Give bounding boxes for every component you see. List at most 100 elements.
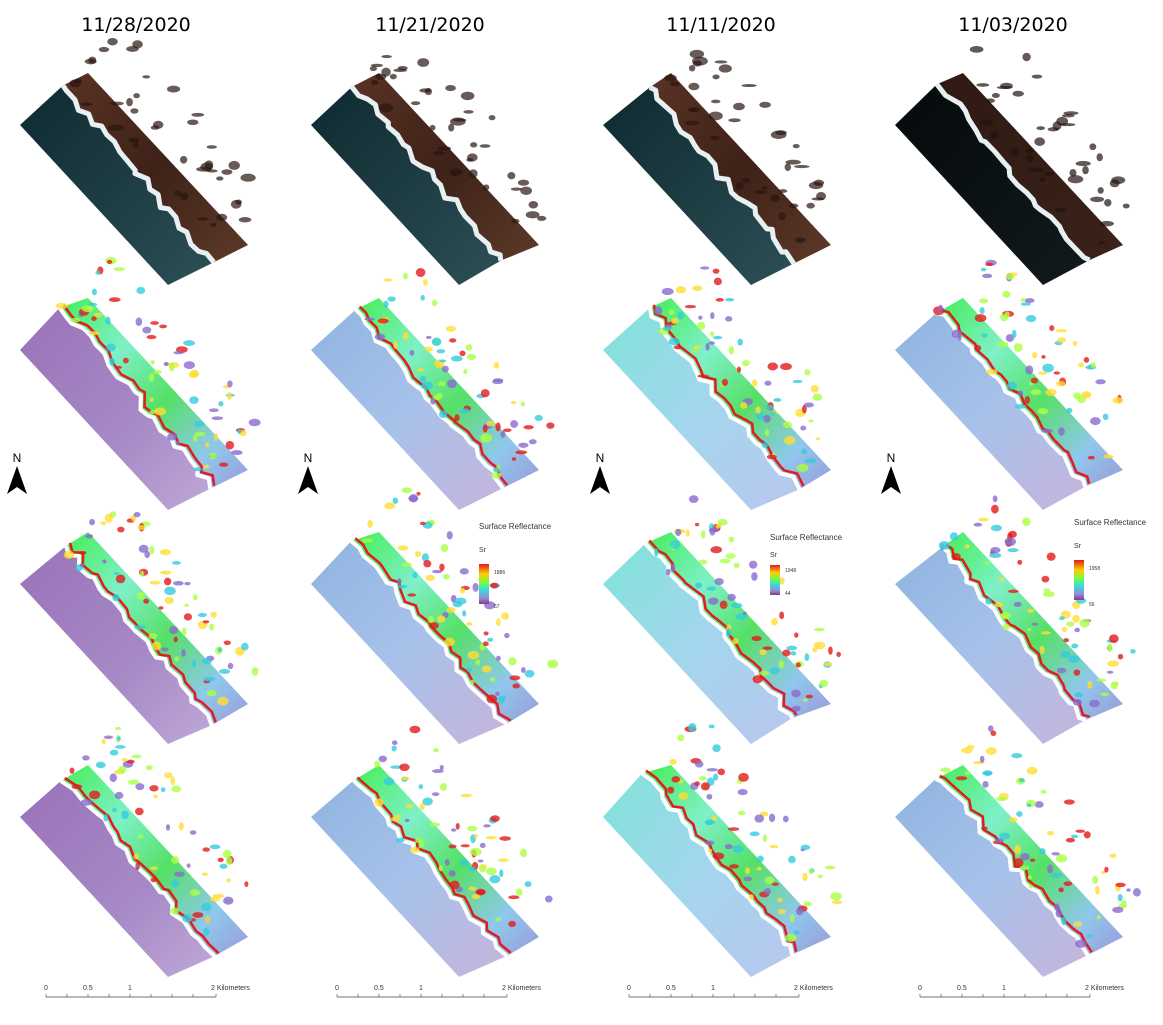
terrain-texture	[103, 735, 114, 739]
terrain-texture	[748, 560, 758, 569]
terrain-texture	[143, 598, 150, 604]
terrain-texture	[154, 407, 166, 416]
terrain-texture	[1103, 454, 1114, 459]
terrain-texture	[203, 927, 210, 936]
terrain-texture	[485, 836, 497, 840]
terrain-texture	[201, 872, 209, 876]
terrain-texture	[955, 776, 968, 781]
terrain-texture	[425, 335, 432, 339]
legend-color-ramp	[770, 565, 780, 595]
terrain-texture	[439, 359, 447, 363]
terrain-texture	[989, 552, 1002, 559]
terrain-shadow	[728, 118, 741, 123]
terrain-texture	[164, 586, 176, 596]
terrain-texture	[1002, 623, 1011, 631]
terrain-texture	[706, 586, 717, 591]
terrain-texture	[769, 844, 779, 849]
terrain-shadow	[1011, 147, 1019, 157]
terrain-texture	[217, 647, 222, 653]
terrain-texture	[222, 849, 232, 859]
surf-line	[349, 539, 508, 726]
terrain-texture	[201, 902, 212, 912]
terrain-texture	[109, 773, 117, 783]
terrain-shadow	[235, 199, 242, 205]
terrain-texture	[764, 887, 772, 895]
terrain-texture	[938, 304, 943, 314]
terrain-texture	[227, 380, 233, 388]
terrain-texture	[736, 366, 741, 373]
terrain-texture	[482, 424, 488, 433]
terrain-texture	[708, 341, 715, 345]
terrain-texture	[762, 646, 773, 651]
terrain-texture	[172, 580, 184, 586]
terrain-texture	[1130, 648, 1136, 654]
terrain-texture	[814, 627, 825, 632]
terrain-texture	[114, 365, 123, 369]
terrain-texture	[193, 467, 202, 472]
terrain-texture	[708, 597, 719, 605]
terrain-texture	[467, 650, 480, 660]
legend-unit: Sr	[770, 552, 777, 559]
terrain-texture	[951, 553, 961, 560]
land-area	[62, 73, 248, 263]
terrain-texture	[80, 799, 93, 806]
legend-11-11: Surface Reflectance Sr 1948 44	[770, 533, 842, 597]
terrain-texture	[459, 568, 469, 575]
terrain-texture	[705, 343, 710, 351]
terrain-shadow	[180, 155, 188, 164]
terrain-texture	[135, 807, 144, 816]
terrain-texture	[173, 351, 184, 355]
terrain-texture	[1020, 852, 1030, 861]
terrain-texture	[1055, 380, 1066, 387]
terrain-shadow	[664, 74, 677, 82]
terrain-shadow	[1104, 198, 1112, 207]
terrain-shadow	[710, 135, 720, 141]
terrain-texture	[669, 540, 681, 550]
terrain-texture	[802, 404, 807, 414]
terrain-texture	[477, 859, 484, 863]
terrain-texture	[466, 667, 473, 673]
terrain-texture	[1037, 371, 1048, 375]
terrain-texture	[668, 309, 675, 316]
terrain-texture	[424, 346, 433, 352]
terrain-texture	[208, 452, 217, 460]
terrain-texture	[732, 845, 744, 853]
terrain-texture	[1000, 612, 1011, 619]
terrain-texture	[694, 522, 700, 527]
scale-tick-half: 0.5	[374, 985, 384, 992]
terrain-texture	[515, 450, 528, 455]
terrain-texture	[547, 659, 559, 669]
terrain-texture	[684, 304, 697, 309]
terrain-texture	[377, 318, 389, 324]
terrain-shadow	[142, 75, 151, 79]
terrain-texture	[1110, 681, 1118, 690]
terrain-texture	[764, 876, 775, 885]
terrain-texture	[830, 892, 842, 901]
terrain-texture	[979, 298, 989, 304]
terrain-texture	[138, 544, 149, 553]
terrain-texture	[500, 695, 507, 701]
terrain-texture	[89, 518, 95, 526]
terrain-texture	[788, 855, 796, 864]
scale-bar-line	[628, 994, 800, 998]
terrain-texture	[114, 726, 122, 730]
terrain-texture	[1074, 627, 1080, 633]
map-panel-4-3	[895, 495, 1136, 744]
terrain-texture	[204, 916, 211, 923]
terrain-texture	[248, 418, 261, 427]
surf-line	[60, 84, 216, 264]
terrain-texture	[966, 744, 975, 750]
terrain-shadow	[692, 56, 708, 66]
terrain-texture	[139, 570, 145, 577]
terrain-texture	[114, 791, 124, 799]
terrain-shadow	[520, 186, 532, 196]
terrain-texture	[1047, 830, 1054, 836]
terrain-texture	[160, 570, 172, 575]
legend-11-03: Surface Reflectance Sr 1958 56	[1074, 518, 1146, 608]
legend-11-21: Surface Reflectance Sr 1886 57	[479, 522, 551, 610]
terrain-texture	[194, 431, 206, 437]
terrain-texture	[524, 881, 532, 888]
terrain-shadow	[107, 37, 118, 46]
terrain-texture	[85, 533, 94, 539]
terrain-texture	[163, 577, 172, 586]
